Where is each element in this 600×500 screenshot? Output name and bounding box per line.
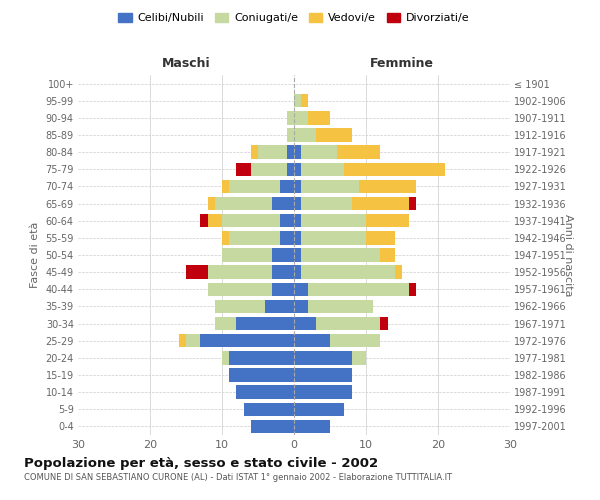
Bar	[294, 368, 352, 382]
Bar	[301, 231, 366, 244]
Bar	[294, 282, 308, 296]
Bar	[301, 94, 308, 108]
Legend: Celibi/Nubili, Coniugati/e, Vedovi/e, Divorziati/e: Celibi/Nubili, Coniugati/e, Vedovi/e, Di…	[114, 8, 474, 28]
Bar	[301, 197, 352, 210]
Bar	[301, 266, 395, 279]
Bar	[229, 180, 280, 193]
Bar	[301, 180, 359, 193]
Bar	[222, 214, 280, 228]
Bar	[294, 231, 301, 244]
Bar	[287, 162, 294, 176]
Bar	[352, 351, 366, 364]
Bar	[244, 402, 294, 416]
Bar	[236, 386, 294, 399]
Bar	[186, 334, 200, 347]
Bar	[272, 266, 294, 279]
Bar	[294, 180, 301, 193]
Bar	[208, 214, 222, 228]
Bar	[280, 231, 294, 244]
Bar	[208, 197, 215, 210]
Bar	[294, 420, 330, 433]
Bar	[179, 334, 186, 347]
Bar	[272, 197, 294, 210]
Bar	[229, 351, 294, 364]
Bar	[316, 317, 380, 330]
Bar	[215, 197, 272, 210]
Bar	[301, 146, 337, 159]
Bar	[200, 334, 294, 347]
Y-axis label: Anni di nascita: Anni di nascita	[563, 214, 572, 296]
Bar	[301, 214, 366, 228]
Bar	[308, 282, 409, 296]
Bar	[294, 146, 301, 159]
Bar	[208, 266, 272, 279]
Bar	[287, 111, 294, 124]
Bar	[294, 351, 352, 364]
Bar	[330, 334, 380, 347]
Bar	[344, 162, 445, 176]
Bar	[409, 282, 416, 296]
Bar	[229, 368, 294, 382]
Bar	[308, 300, 373, 313]
Bar	[186, 266, 208, 279]
Bar	[359, 180, 416, 193]
Bar	[251, 420, 294, 433]
Text: Femmine: Femmine	[370, 57, 434, 70]
Bar	[287, 146, 294, 159]
Y-axis label: Fasce di età: Fasce di età	[30, 222, 40, 288]
Bar	[258, 146, 287, 159]
Bar	[229, 231, 280, 244]
Bar	[409, 197, 416, 210]
Bar	[352, 197, 409, 210]
Bar	[236, 162, 251, 176]
Bar	[337, 146, 380, 159]
Text: Popolazione per età, sesso e stato civile - 2002: Popolazione per età, sesso e stato civil…	[24, 458, 378, 470]
Bar	[366, 231, 395, 244]
Bar	[272, 282, 294, 296]
Bar	[294, 162, 301, 176]
Bar	[222, 248, 272, 262]
Bar	[272, 248, 294, 262]
Bar	[287, 128, 294, 141]
Bar	[380, 317, 388, 330]
Bar	[215, 317, 236, 330]
Bar	[301, 162, 344, 176]
Bar	[294, 266, 301, 279]
Bar	[222, 180, 229, 193]
Text: COMUNE DI SAN SEBASTIANO CURONE (AL) - Dati ISTAT 1° gennaio 2002 - Elaborazione: COMUNE DI SAN SEBASTIANO CURONE (AL) - D…	[24, 472, 452, 482]
Bar	[294, 402, 344, 416]
Bar	[294, 111, 308, 124]
Bar	[236, 317, 294, 330]
Bar	[301, 248, 380, 262]
Bar	[294, 128, 316, 141]
Text: Maschi: Maschi	[161, 57, 211, 70]
Bar	[395, 266, 402, 279]
Bar	[280, 180, 294, 193]
Bar	[380, 248, 395, 262]
Bar	[294, 197, 301, 210]
Bar	[200, 214, 208, 228]
Bar	[265, 300, 294, 313]
Bar	[280, 214, 294, 228]
Bar	[366, 214, 409, 228]
Bar	[215, 300, 265, 313]
Bar	[222, 351, 229, 364]
Bar	[294, 94, 301, 108]
Bar	[222, 231, 229, 244]
Bar	[294, 300, 308, 313]
Bar	[316, 128, 352, 141]
Bar	[251, 162, 287, 176]
Bar	[294, 334, 330, 347]
Bar	[251, 146, 258, 159]
Bar	[294, 248, 301, 262]
Bar	[308, 111, 330, 124]
Bar	[208, 282, 272, 296]
Bar	[294, 214, 301, 228]
Bar	[294, 317, 316, 330]
Bar	[294, 386, 352, 399]
